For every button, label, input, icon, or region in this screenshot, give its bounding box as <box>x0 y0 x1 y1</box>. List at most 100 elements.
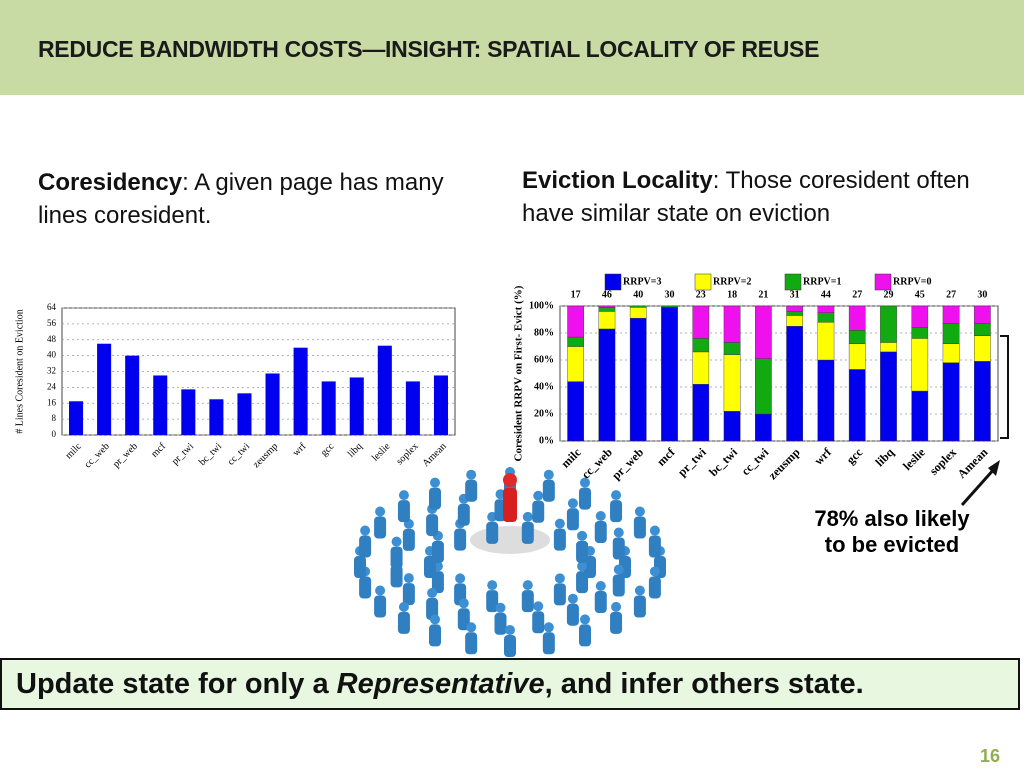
bar-segment <box>911 305 929 328</box>
bar-top-label: 30 <box>665 289 675 300</box>
bar <box>405 381 420 435</box>
person-head <box>634 585 645 596</box>
bar-segment <box>755 413 772 442</box>
bar-segment <box>848 305 866 331</box>
x-tick-label: libq <box>346 441 365 460</box>
bar-segment <box>817 359 835 442</box>
person-head <box>375 506 386 517</box>
person-head <box>495 602 506 613</box>
x-tick-label: zeusmp <box>765 445 802 482</box>
bar <box>209 399 224 435</box>
person-head <box>580 477 590 488</box>
x-tick-label: Amean <box>955 445 991 481</box>
person-head <box>391 536 402 547</box>
bar-segment <box>848 330 866 344</box>
bar-top-label: 44 <box>821 289 831 300</box>
person-head <box>580 614 590 625</box>
person-head <box>554 518 565 529</box>
bar-segment <box>567 346 584 382</box>
bar-segment <box>942 323 960 344</box>
person-body <box>566 508 579 531</box>
person-body <box>542 479 555 502</box>
person-head <box>375 585 386 596</box>
person-head <box>577 561 588 572</box>
person-body <box>594 591 607 614</box>
bar-segment <box>723 342 741 355</box>
person-body <box>576 540 589 563</box>
bracket <box>1000 335 1009 439</box>
bar-top-label: 18 <box>727 289 737 300</box>
bar-segment <box>817 312 835 323</box>
bar-segment <box>817 305 835 313</box>
person-head <box>611 601 622 612</box>
person-body <box>553 528 566 551</box>
person-body <box>521 521 534 544</box>
person-body <box>429 487 441 510</box>
person-body <box>633 516 646 539</box>
person-head <box>522 580 533 591</box>
term: Eviction Locality <box>522 167 713 194</box>
person-body <box>454 528 467 551</box>
annotation: 78% also likely <box>814 506 970 531</box>
bar-segment <box>755 305 772 359</box>
person-body <box>648 576 661 599</box>
person-body <box>431 540 444 563</box>
person-head <box>466 622 477 633</box>
person-body <box>521 590 534 613</box>
bar-segment <box>567 381 584 442</box>
x-tick-label: libq <box>873 445 897 469</box>
person-body <box>402 583 415 606</box>
bar-segment <box>598 307 616 312</box>
person-body <box>429 624 441 647</box>
person-head <box>543 469 554 480</box>
x-tick-label: zeusmp <box>251 441 280 470</box>
person-body <box>633 595 646 618</box>
bar-segment <box>942 343 960 363</box>
bar-top-label: 27 <box>946 289 956 300</box>
legend-label: RRPV=0 <box>893 276 931 287</box>
bar-top-label: 23 <box>696 289 706 300</box>
bar-segment <box>848 343 866 370</box>
person-head <box>567 498 578 509</box>
x-tick-label: wrf <box>291 440 309 458</box>
person-body <box>612 537 625 560</box>
person-body <box>359 535 372 558</box>
banner-text: , and infer others state. <box>544 668 864 700</box>
bar-segment <box>974 305 991 324</box>
banner-emphasis: Representative <box>336 668 545 700</box>
banner-text: Update state for only a <box>16 668 337 700</box>
leader-body <box>503 488 517 522</box>
bar-top-label: 17 <box>571 289 581 300</box>
person-body <box>359 576 372 599</box>
bar-segment <box>567 336 584 347</box>
bar <box>153 375 168 435</box>
text: : Those coresident often have similar st… <box>522 167 970 227</box>
annotation: to be evicted <box>825 532 959 557</box>
bar-segment <box>723 354 741 412</box>
bar-segment <box>817 322 835 361</box>
legend-swatch <box>604 273 622 291</box>
x-tick-label: pr_twi <box>675 445 709 479</box>
bar-segment <box>723 411 741 442</box>
bar-segment <box>755 358 772 415</box>
x-tick-label: soplex <box>394 441 420 467</box>
header-band <box>0 0 1024 95</box>
bar-top-label: 29 <box>884 289 894 300</box>
person-body <box>457 503 470 526</box>
person-head <box>487 580 498 591</box>
bar <box>293 347 308 435</box>
bar <box>125 355 140 435</box>
text: : A given page has many lines coresident… <box>38 169 444 229</box>
legend-swatch <box>694 273 712 291</box>
person-head <box>595 581 606 592</box>
person-head <box>360 525 371 536</box>
bar <box>321 381 336 435</box>
bar-segment <box>598 328 616 442</box>
person-body <box>612 574 625 597</box>
bar-top-label: 46 <box>602 289 612 300</box>
bar-segment <box>942 305 960 324</box>
person-head <box>430 477 440 488</box>
person-body <box>610 500 623 523</box>
person-body <box>465 479 478 502</box>
legend-label: RRPV=3 <box>623 276 661 287</box>
